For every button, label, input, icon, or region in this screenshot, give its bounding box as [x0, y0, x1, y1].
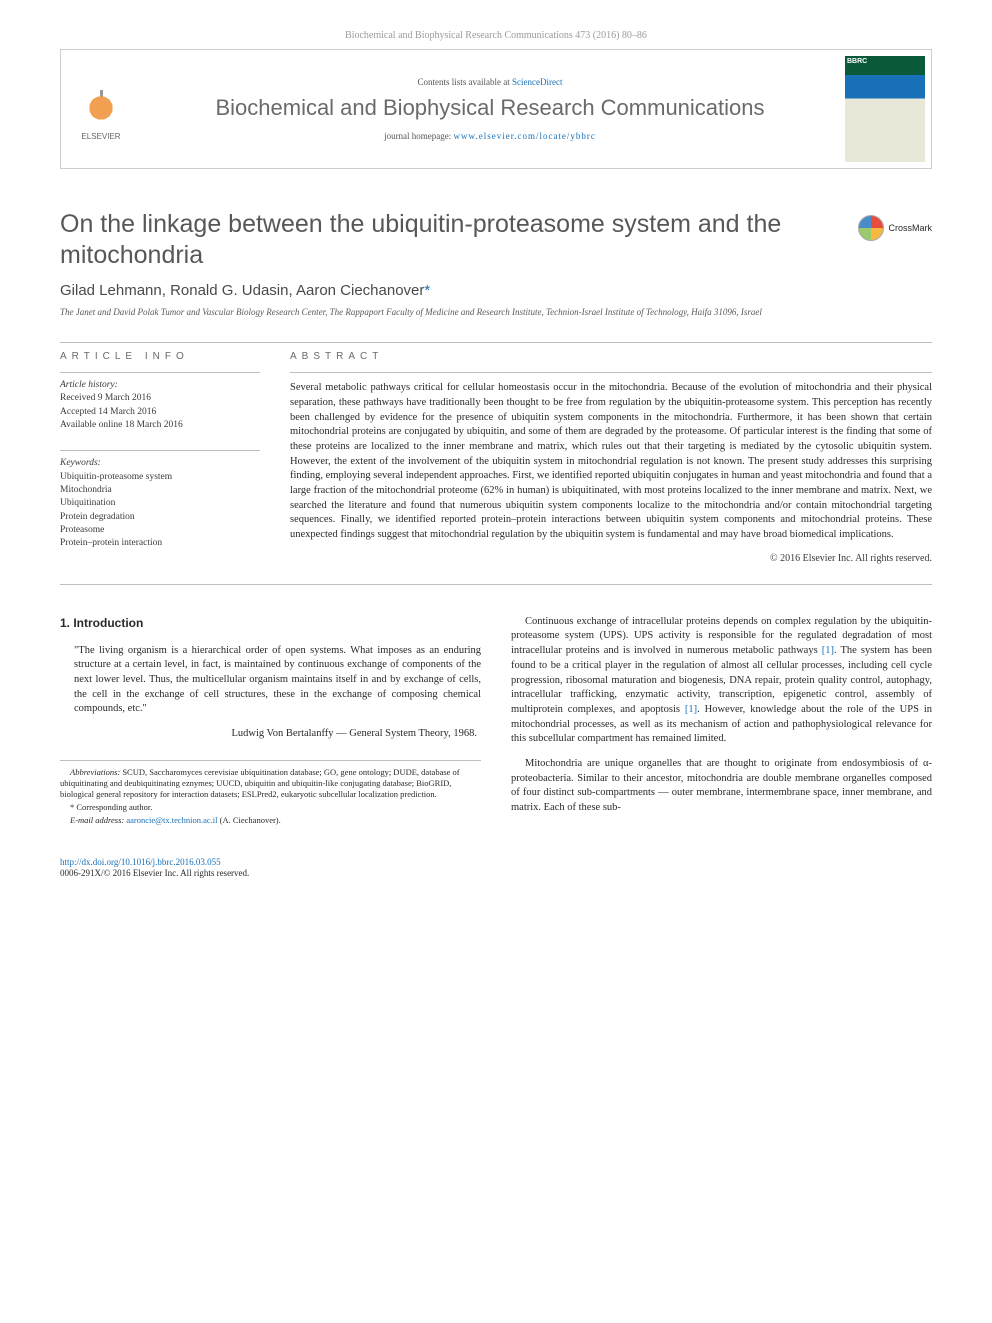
corresponding-note: * Corresponding author. [60, 802, 481, 813]
article-title: On the linkage between the ubiquitin-pro… [60, 209, 838, 272]
keyword: Protein–protein interaction [60, 538, 162, 548]
accepted-date: Accepted 14 March 2016 [60, 407, 156, 417]
keyword: Protein degradation [60, 512, 135, 522]
journal-cover-thumbnail [845, 56, 925, 162]
email-suffix: (A. Ciechanover). [218, 815, 281, 825]
keywords-block: Keywords: Ubiquitin-proteasome system Mi… [60, 450, 260, 550]
received-date: Received 9 March 2016 [60, 393, 151, 403]
footnotes: Abbreviations: SCUD, Saccharomyces cerev… [60, 760, 481, 826]
info-abstract-row: ARTICLE INFO Article history: Received 9… [60, 351, 932, 564]
author-list: Gilad Lehmann, Ronald G. Udasin, Aaron C… [60, 282, 932, 299]
abstract-text: Several metabolic pathways critical for … [290, 381, 932, 543]
header-center: Contents lists available at ScienceDirec… [141, 50, 839, 168]
sciencedirect-link[interactable]: ScienceDirect [512, 77, 562, 87]
body-p2: Mitochondria are unique organelles that … [511, 757, 932, 816]
rule-top [60, 342, 932, 343]
crossmark-badge[interactable]: CrossMark [858, 215, 932, 241]
epigraph-quote: "The living organism is a hierarchical o… [60, 644, 481, 717]
intro-heading: 1. Introduction [60, 615, 481, 632]
article-history: Article history: Received 9 March 2016 A… [60, 372, 260, 432]
keyword: Mitochondria [60, 485, 112, 495]
homepage-link[interactable]: www.elsevier.com/locate/ybbrc [454, 131, 596, 141]
journal-name: Biochemical and Biophysical Research Com… [215, 95, 764, 121]
ref-link[interactable]: [1] [685, 704, 697, 715]
email-link[interactable]: aaroncie@tx.technion.ac.il [126, 815, 217, 825]
keyword: Proteasome [60, 525, 104, 535]
online-date: Available online 18 March 2016 [60, 420, 183, 430]
rule-bottom [60, 584, 932, 585]
epigraph-attribution: Ludwig Von Bertalanffy — General System … [60, 727, 481, 742]
corresponding-mark: * [424, 282, 430, 299]
keyword: Ubiquitin-proteasome system [60, 472, 172, 482]
authors-text: Gilad Lehmann, Ronald G. Udasin, Aaron C… [60, 282, 424, 299]
abbr-label: Abbreviations: [70, 767, 120, 777]
elsevier-logo: ELSEVIER [61, 50, 141, 168]
elsevier-label: ELSEVIER [81, 132, 120, 141]
title-row: On the linkage between the ubiquitin-pro… [60, 209, 932, 272]
elsevier-tree-icon [76, 78, 126, 128]
abbr-text: SCUD, Saccharomyces cerevisiae ubiquitin… [60, 767, 460, 799]
email-label: E-mail address: [70, 815, 126, 825]
crossmark-icon [858, 215, 884, 241]
body-p1: Continuous exchange of intracellular pro… [511, 615, 932, 747]
history-label: Article history: [60, 380, 118, 390]
abstract: ABSTRACT Several metabolic pathways crit… [290, 351, 932, 564]
issn-copyright: 0006-291X/© 2016 Elsevier Inc. All right… [60, 868, 249, 878]
abstract-copyright: © 2016 Elsevier Inc. All rights reserved… [290, 553, 932, 564]
article-info: ARTICLE INFO Article history: Received 9… [60, 351, 260, 564]
running-head: Biochemical and Biophysical Research Com… [60, 30, 932, 41]
article-info-label: ARTICLE INFO [60, 351, 260, 362]
doi-block: http://dx.doi.org/10.1016/j.bbrc.2016.03… [60, 857, 932, 880]
homepage-line: journal homepage: www.elsevier.com/locat… [384, 131, 596, 141]
doi-link[interactable]: http://dx.doi.org/10.1016/j.bbrc.2016.03… [60, 857, 221, 867]
body-columns: 1. Introduction "The living organism is … [60, 615, 932, 827]
keyword: Ubiquitination [60, 498, 115, 508]
affiliation: The Janet and David Polak Tumor and Vasc… [60, 307, 932, 319]
homepage-prefix: journal homepage: [384, 131, 453, 141]
keywords-label: Keywords: [60, 458, 101, 468]
contents-prefix: Contents lists available at [418, 77, 512, 87]
ref-link[interactable]: [1] [822, 645, 834, 656]
crossmark-label: CrossMark [888, 223, 932, 233]
contents-available-line: Contents lists available at ScienceDirec… [418, 77, 563, 87]
journal-header-box: ELSEVIER Contents lists available at Sci… [60, 49, 932, 169]
abstract-label: ABSTRACT [290, 351, 932, 362]
